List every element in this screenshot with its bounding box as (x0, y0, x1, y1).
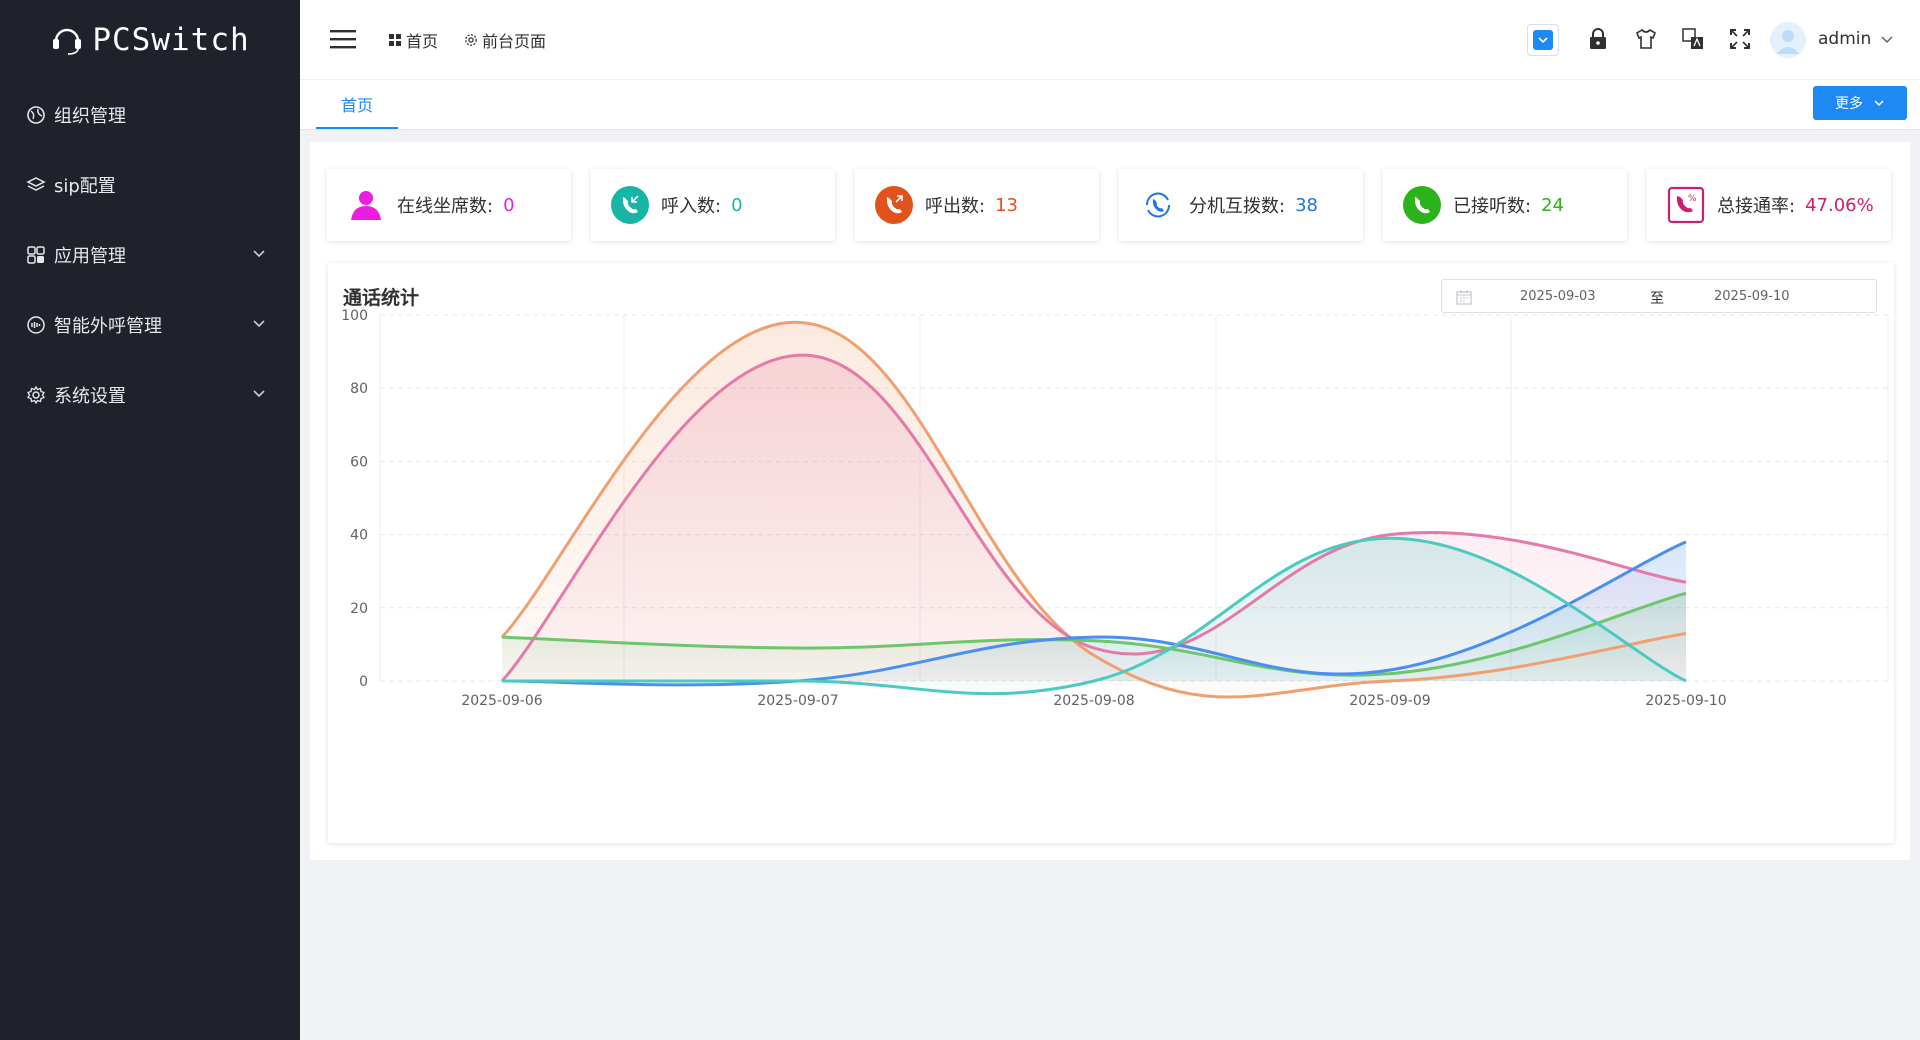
more-button[interactable]: 更多 (1813, 86, 1907, 120)
breadcrumb-home-label: 首页 (406, 32, 439, 51)
call-statistics-panel: 0 20 40 60 80 100 2025-09-06 2025-09-07 2025-09-… (328, 263, 1894, 843)
sidebar-item-label: sip配置 (54, 176, 116, 197)
sidebar: PCSwitch 组织管理 sip配置 应用管理 智能外呼管理 系统设置 (0, 0, 300, 1040)
series-green-area (502, 593, 1686, 681)
chevron-down-icon (253, 390, 265, 398)
layers-icon (26, 177, 46, 191)
series-blue-line (501, 540, 1687, 687)
translate-icon[interactable] (1680, 26, 1706, 52)
dashboard-content: 在线坐席数: 0 呼入数: 0 呼出数: 13 分机互拨数: 38 已接听数: … (310, 142, 1910, 860)
outgoing-call-icon (875, 186, 913, 224)
avatar[interactable] (1770, 22, 1806, 58)
headset-logo-icon (53, 28, 82, 55)
grid-icon (389, 34, 401, 46)
y-tick-label: 40 (350, 528, 368, 544)
y-tick-label: 80 (350, 381, 368, 397)
stat-label: 在线坐席数: (397, 196, 494, 217)
svg-text:%: % (1688, 194, 1697, 204)
stat-card-incoming: 呼入数: 0 (591, 169, 835, 241)
theme-shirt-icon[interactable] (1633, 26, 1659, 52)
stat-card-answered: 已接听数: 24 (1383, 169, 1627, 241)
sidebar-item-label: 组织管理 (54, 106, 126, 127)
x-tick-label: 2025-09-08 (1053, 693, 1134, 709)
x-tick-label: 2025-09-09 (1349, 693, 1430, 709)
agents-icon (351, 191, 381, 220)
chevron-down-icon[interactable] (1880, 33, 1894, 47)
extension-call-icon (1145, 192, 1171, 218)
y-tick-label: 60 (350, 454, 368, 470)
tab-home[interactable]: 首页 (316, 80, 398, 129)
fullscreen-icon[interactable] (1727, 26, 1753, 52)
gear-icon (27, 385, 45, 405)
lock-icon[interactable] (1585, 26, 1611, 52)
series-pink-line (500, 353, 1687, 683)
stat-label: 呼出数: (925, 196, 986, 217)
sidebar-item-org[interactable]: 组织管理 (0, 80, 300, 150)
y-tick-label: 0 (359, 674, 368, 690)
chart-title: 通话统计 (343, 287, 420, 309)
sidebar-item-apps[interactable]: 应用管理 (0, 220, 300, 290)
x-tick-label: 2025-09-06 (461, 693, 542, 709)
series-teal-line (502, 536, 1687, 696)
date-range-picker[interactable]: 2025-09-03 至 2025-09-10 (1441, 279, 1877, 313)
stat-value: 38 (1295, 194, 1318, 216)
stat-card-extension: 分机互拨数: 38 (1119, 169, 1363, 241)
breadcrumb-front[interactable]: 前台页面 (464, 28, 546, 52)
chevron-down-icon (1538, 37, 1548, 44)
stat-value: 24 (1541, 194, 1564, 216)
more-button-label: 更多 (1835, 96, 1863, 112)
tabs-bar: 首页 更多 (300, 80, 1920, 130)
username[interactable]: admin (1818, 29, 1872, 49)
chevron-down-icon (253, 320, 265, 328)
ai-call-icon (27, 316, 45, 334)
stat-value: 47.06% (1805, 194, 1874, 216)
top-header: 首页 前台页面 admin (300, 0, 1920, 80)
stat-card-outgoing: 呼出数: 13 (855, 169, 1099, 241)
y-tick-label: 20 (350, 601, 368, 617)
date-separator: 至 (1650, 291, 1664, 307)
series-teal-area (502, 538, 1686, 694)
apps-icon (27, 246, 45, 264)
stat-label: 分机互拨数: (1189, 196, 1286, 217)
answered-call-icon (1403, 186, 1441, 224)
breadcrumb-front-label: 前台页面 (482, 32, 547, 51)
series-green-line (501, 591, 1687, 677)
layout-dropdown-button[interactable] (1527, 24, 1559, 56)
incoming-call-icon (611, 186, 649, 224)
stat-card-rate: % 总接通率: 47.06% (1647, 169, 1891, 241)
sidebar-item-ai-call[interactable]: 智能外呼管理 (0, 290, 300, 360)
stat-label: 呼入数: (661, 196, 722, 217)
calendar-icon (1456, 290, 1472, 305)
sidebar-item-sip[interactable]: sip配置 (0, 150, 300, 220)
stat-value: 13 (995, 194, 1018, 216)
org-icon (27, 106, 45, 124)
stat-value: 0 (731, 194, 743, 216)
x-tick-label: 2025-09-07 (757, 693, 838, 709)
breadcrumb-home[interactable]: 首页 (388, 28, 438, 52)
stat-card-online-agents: 在线坐席数: 0 (327, 169, 571, 241)
logo-text: PCSwitch (92, 22, 250, 58)
series-orange-line (500, 320, 1687, 699)
sidebar-item-settings[interactable]: 系统设置 (0, 360, 300, 430)
date-end[interactable]: 2025-09-10 (1714, 289, 1790, 304)
x-tick-label: 2025-09-10 (1645, 693, 1726, 709)
sidebar-item-label: 应用管理 (54, 246, 126, 267)
rate-icon: % (1667, 186, 1705, 224)
date-start[interactable]: 2025-09-03 (1520, 289, 1596, 304)
gear-icon (465, 34, 477, 46)
stat-label: 已接听数: (1453, 196, 1532, 217)
y-tick-label: 100 (341, 308, 368, 324)
hamburger-menu-icon[interactable] (330, 28, 356, 50)
sidebar-item-label: 智能外呼管理 (54, 316, 162, 337)
stat-value: 0 (503, 194, 515, 216)
chevron-down-icon (253, 250, 265, 258)
sidebar-item-label: 系统设置 (54, 386, 126, 407)
chevron-down-icon (1874, 100, 1884, 107)
app-logo[interactable]: PCSwitch (0, 0, 300, 80)
call-statistics-chart: 0 20 40 60 80 100 2025-09-06 2025-09-07 2025-09-… (341, 308, 1889, 709)
stat-label: 总接通率: (1717, 196, 1796, 217)
